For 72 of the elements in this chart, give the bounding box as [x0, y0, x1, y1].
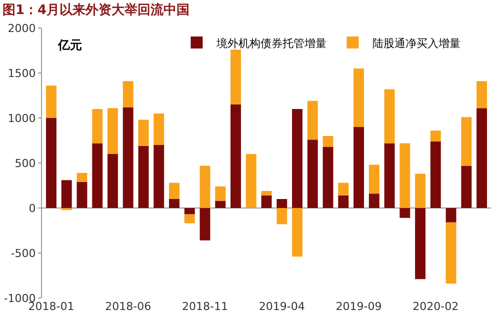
bar [368, 194, 380, 208]
bar [61, 180, 72, 208]
bar [461, 117, 472, 166]
bar [122, 107, 134, 208]
bar [430, 141, 441, 208]
legend-label: 境外机构债券托管增量 [216, 36, 327, 50]
x-tick-label: 2018-01 [28, 300, 74, 313]
bar [354, 68, 364, 127]
y-tick-label: 500 [14, 156, 36, 170]
bar [122, 81, 134, 108]
y-tick-label: 2000 [8, 22, 36, 35]
bar [307, 100, 318, 140]
bar [338, 182, 349, 196]
bar [461, 166, 472, 208]
bar [92, 143, 103, 208]
bar [76, 182, 88, 208]
bar [276, 208, 288, 224]
bar [368, 164, 380, 194]
bar [400, 143, 410, 208]
bar [200, 208, 210, 240]
bar [354, 127, 364, 208]
bar [292, 208, 302, 257]
bar [476, 108, 487, 208]
bar [215, 200, 226, 208]
legend-label: 陆股通净买入增量 [372, 36, 461, 50]
y-tick-label: 1500 [8, 66, 36, 80]
bar [322, 136, 334, 147]
bar [446, 222, 456, 284]
bar [46, 118, 56, 208]
x-tick-label: 2020-02 [412, 300, 459, 313]
bar [230, 104, 241, 208]
bar [154, 145, 164, 208]
bar [446, 208, 456, 222]
bar [138, 120, 149, 146]
bar [169, 182, 180, 199]
x-tick-label: 2018-06 [105, 300, 152, 313]
bar [384, 143, 395, 208]
bar [307, 140, 318, 208]
bar [292, 109, 302, 208]
bar [184, 208, 195, 214]
bar [108, 108, 118, 154]
bar [261, 195, 272, 208]
bar [108, 154, 118, 208]
bar [230, 50, 241, 104]
x-tick-label: 2019-04 [258, 300, 305, 313]
bar [415, 208, 426, 280]
bar [200, 166, 210, 208]
x-tick-label: 2019-09 [336, 300, 382, 313]
bar [46, 86, 56, 118]
bar [276, 199, 288, 208]
bar [384, 89, 395, 144]
bar [322, 146, 334, 208]
y-axis-title: 亿元 [57, 38, 82, 52]
bar [76, 172, 88, 182]
bar [138, 146, 149, 208]
bar [430, 130, 441, 142]
bar [476, 81, 487, 108]
bar [338, 195, 349, 208]
chart-title: 图1：4月以来外资大举回流中国 [2, 2, 190, 18]
y-tick-label: 0 [28, 202, 36, 215]
bar [215, 186, 226, 201]
bar [169, 199, 180, 208]
y-tick-label: -500 [10, 246, 36, 260]
bar [184, 214, 195, 224]
bar [400, 208, 410, 218]
bar [246, 154, 256, 208]
bar [92, 109, 103, 144]
bar [154, 114, 164, 145]
bar [261, 190, 272, 196]
x-tick-label: 2018-11 [182, 300, 228, 313]
y-tick-label: 1000 [8, 112, 36, 125]
bar [415, 174, 426, 208]
